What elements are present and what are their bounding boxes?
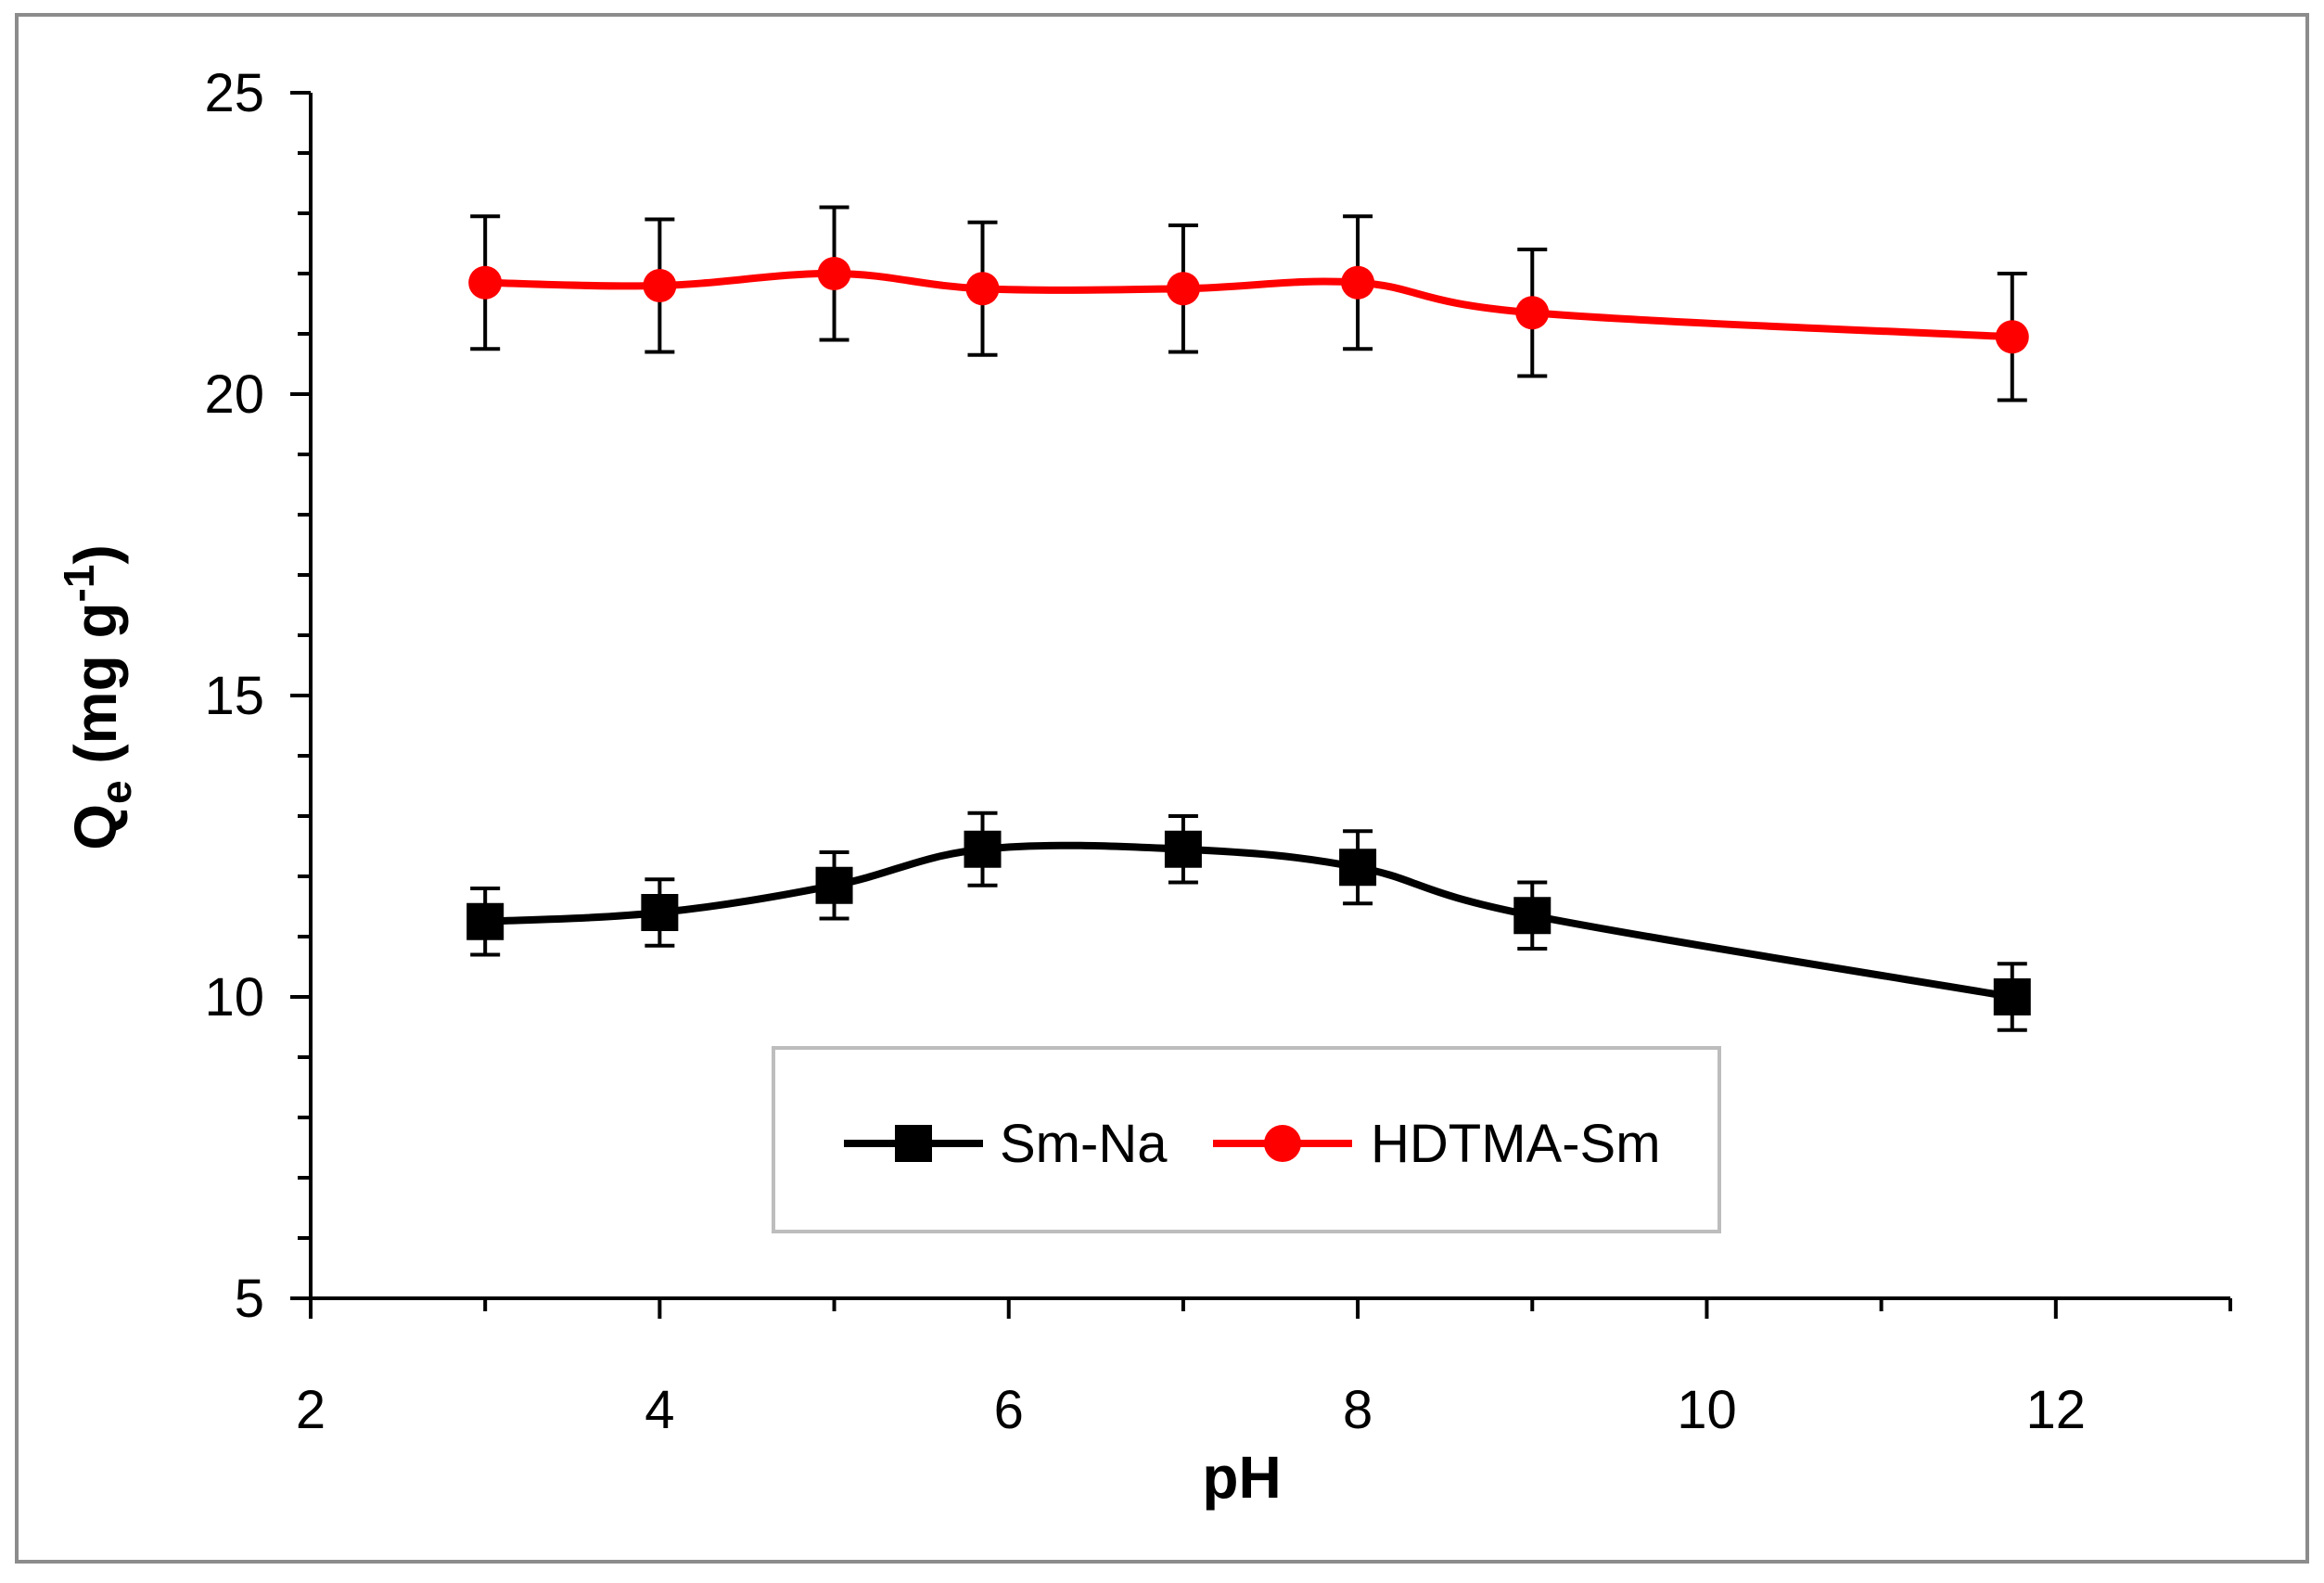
legend-label-hdtma-sm: HDTMA-Sm (1371, 1114, 1661, 1174)
x-tick-label: 2 (296, 1380, 326, 1440)
y-tick-label: 25 (204, 63, 264, 123)
series-hdtma-sm (468, 205, 2029, 402)
data-point (643, 269, 677, 302)
data-point (817, 257, 851, 290)
data-point (1993, 978, 2031, 1015)
series-layer (466, 205, 2031, 1032)
data-point (1515, 296, 1550, 330)
legend: Sm-Na HDTMA-Sm (772, 1046, 1721, 1233)
y-axis-title-subscript: e (92, 780, 140, 804)
axes: 5 10 15 20 25 2 4 6 8 10 12 (204, 63, 2232, 1440)
data-point (815, 866, 853, 904)
x-tick-label: 10 (1677, 1380, 1737, 1440)
data-point (965, 272, 1000, 306)
y-tick-label: 15 (204, 666, 264, 726)
chart-frame (15, 13, 2309, 1564)
y-tick-label: 20 (204, 364, 264, 425)
y-axis-title: Qe (mg g-1) (55, 544, 140, 850)
data-point (1166, 272, 1200, 306)
data-point (466, 902, 504, 940)
data-point (641, 894, 679, 931)
data-point (468, 265, 503, 300)
data-point (1339, 849, 1377, 887)
legend-label-sm-na: Sm-Na (1000, 1114, 1168, 1174)
series-line (485, 269, 2012, 341)
data-point (1513, 897, 1551, 935)
y-axis-title-main: Q (62, 804, 129, 850)
y-tick-label: 10 (204, 967, 264, 1028)
y-axis-title-superscript: -1 (55, 565, 103, 603)
x-tick-label: 6 (994, 1380, 1024, 1440)
series-sm-na (466, 811, 2031, 1032)
x-axis-title: pH (1202, 1444, 1281, 1511)
data-point (1341, 265, 1375, 300)
legend-marker-sm-na (895, 1125, 932, 1162)
data-point (1164, 830, 1202, 868)
y-tick-label: 5 (235, 1269, 264, 1329)
y-axis-title-close: ) (62, 544, 129, 564)
legend-marker-hdtma-sm (1264, 1125, 1301, 1162)
data-point (964, 830, 1002, 868)
x-tick-label: 4 (645, 1380, 674, 1440)
y-axis-title-unit: (mg g (62, 602, 129, 780)
series-line (484, 841, 2013, 1001)
data-point (1995, 320, 2029, 354)
x-tick-label: 12 (2026, 1380, 2087, 1440)
x-tick-label: 8 (1343, 1380, 1373, 1440)
